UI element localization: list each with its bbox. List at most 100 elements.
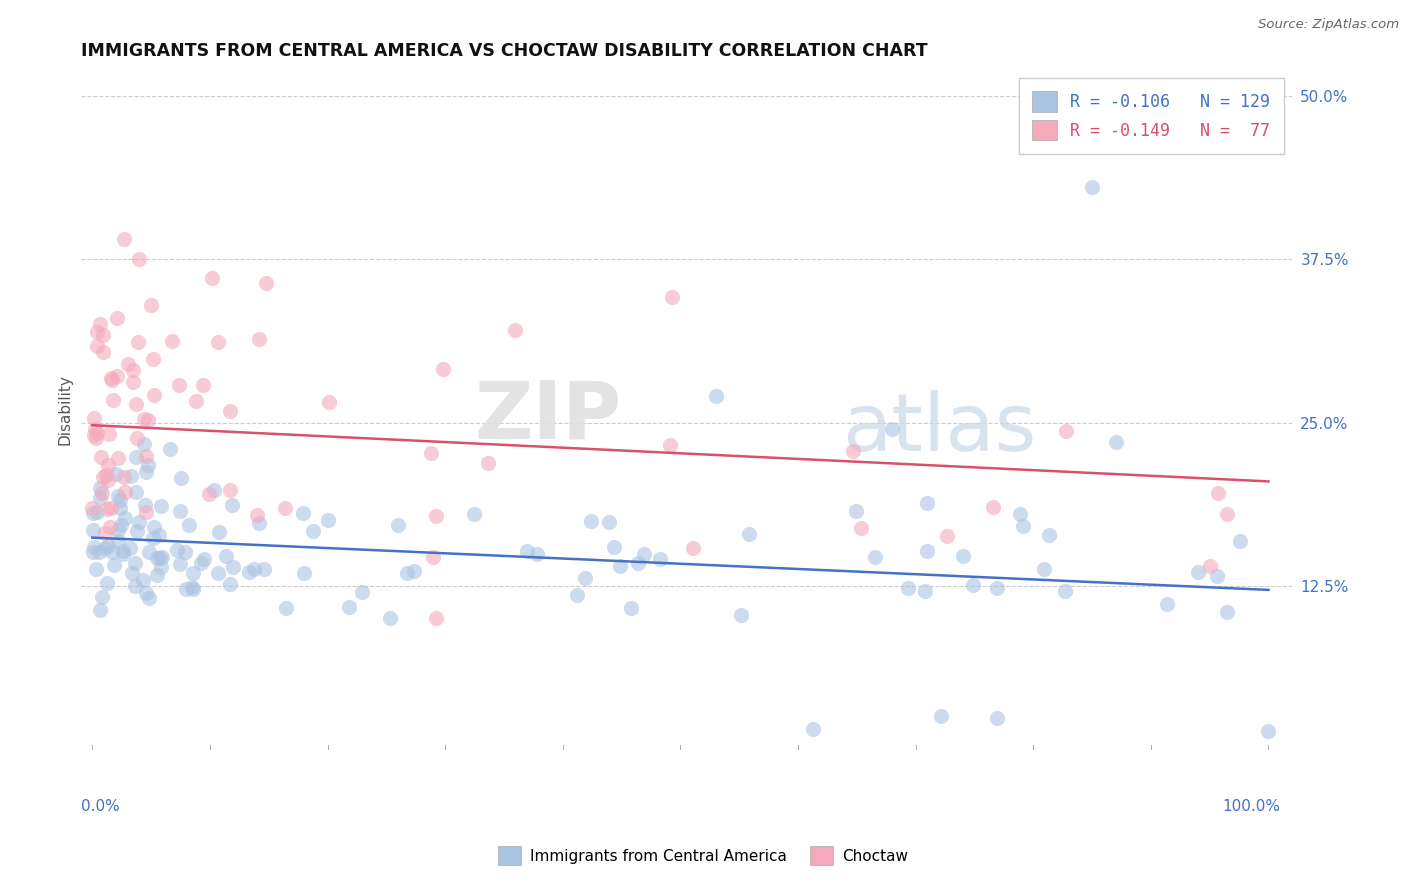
- Point: [97, 539, 120, 553]
- Point: [149, 499, 172, 513]
- Point: [579, 514, 602, 528]
- Point: [350, 585, 373, 599]
- Point: [124, 556, 146, 570]
- Point: [135, 586, 157, 600]
- Point: [1205, 568, 1227, 582]
- Point: [82, 545, 104, 559]
- Point: [89, 491, 111, 506]
- Point: [602, 540, 624, 554]
- Point: [425, 611, 447, 625]
- Point: [1053, 584, 1076, 599]
- Point: [863, 550, 886, 565]
- Point: [1008, 507, 1031, 521]
- Point: [633, 547, 655, 561]
- Point: [84, 431, 107, 445]
- Point: [103, 558, 125, 573]
- Point: [101, 373, 124, 387]
- Point: [648, 552, 671, 566]
- Point: [1081, 180, 1104, 194]
- Point: [567, 588, 589, 602]
- Point: [915, 495, 938, 509]
- Point: [97, 427, 120, 442]
- Point: [136, 458, 159, 472]
- Point: [98, 520, 121, 534]
- Point: [1104, 435, 1126, 450]
- Point: [145, 551, 167, 566]
- Point: [432, 362, 454, 376]
- Point: [105, 310, 128, 325]
- Point: [105, 467, 128, 481]
- Point: [574, 571, 596, 585]
- Point: [609, 558, 631, 573]
- Point: [404, 564, 426, 578]
- Point: [107, 533, 129, 548]
- Point: [121, 566, 143, 580]
- Point: [378, 611, 401, 625]
- Point: [221, 499, 243, 513]
- Point: [246, 508, 269, 522]
- Point: [253, 561, 276, 575]
- Point: [387, 518, 409, 533]
- Point: [100, 500, 122, 515]
- Point: [598, 516, 620, 530]
- Point: [422, 550, 444, 565]
- Point: [962, 578, 984, 592]
- Point: [986, 711, 1008, 725]
- Point: [1257, 723, 1279, 738]
- Point: [174, 545, 197, 559]
- Point: [89, 603, 111, 617]
- Point: [117, 357, 139, 371]
- Point: [135, 465, 157, 479]
- Point: [218, 577, 240, 591]
- Point: [134, 498, 156, 512]
- Point: [146, 568, 169, 582]
- Point: [167, 378, 190, 392]
- Point: [254, 276, 277, 290]
- Point: [132, 573, 155, 587]
- Point: [134, 437, 156, 451]
- Point: [842, 443, 865, 458]
- Point: [139, 298, 162, 312]
- Point: [108, 501, 131, 516]
- Point: [96, 468, 118, 483]
- Point: [276, 601, 298, 615]
- Point: [463, 507, 485, 521]
- Point: [207, 566, 229, 581]
- Point: [89, 481, 111, 495]
- Point: [136, 413, 159, 427]
- Point: [82, 506, 104, 520]
- Point: [801, 722, 824, 736]
- Text: IMMIGRANTS FROM CENTRAL AMERICA VS CHOCTAW DISABILITY CORRELATION CHART: IMMIGRANTS FROM CENTRAL AMERICA VS CHOCT…: [80, 42, 927, 60]
- Text: 0.0%: 0.0%: [80, 799, 120, 814]
- Point: [659, 438, 682, 452]
- Point: [914, 583, 936, 598]
- Point: [915, 544, 938, 558]
- Point: [100, 371, 122, 385]
- Point: [1012, 518, 1035, 533]
- Point: [183, 566, 205, 580]
- Point: [96, 458, 118, 472]
- Point: [82, 501, 104, 516]
- Point: [93, 541, 115, 556]
- Point: [845, 504, 868, 518]
- Point: [128, 252, 150, 267]
- Legend: Immigrants from Central America, Choctaw: Immigrants from Central America, Choctaw: [492, 840, 914, 871]
- Point: [83, 541, 105, 555]
- Point: [124, 579, 146, 593]
- Point: [477, 456, 499, 470]
- Point: [107, 524, 129, 538]
- Point: [201, 271, 224, 285]
- Point: [138, 545, 160, 559]
- Point: [125, 524, 148, 539]
- Point: [83, 411, 105, 425]
- Text: Source: ZipAtlas.com: Source: ZipAtlas.com: [1258, 18, 1399, 31]
- Point: [143, 520, 166, 534]
- Point: [242, 562, 264, 576]
- Point: [169, 504, 191, 518]
- Point: [89, 317, 111, 331]
- Point: [112, 232, 135, 246]
- Point: [105, 369, 128, 384]
- Point: [302, 524, 325, 538]
- Text: atlas: atlas: [842, 390, 1036, 468]
- Point: [682, 541, 704, 555]
